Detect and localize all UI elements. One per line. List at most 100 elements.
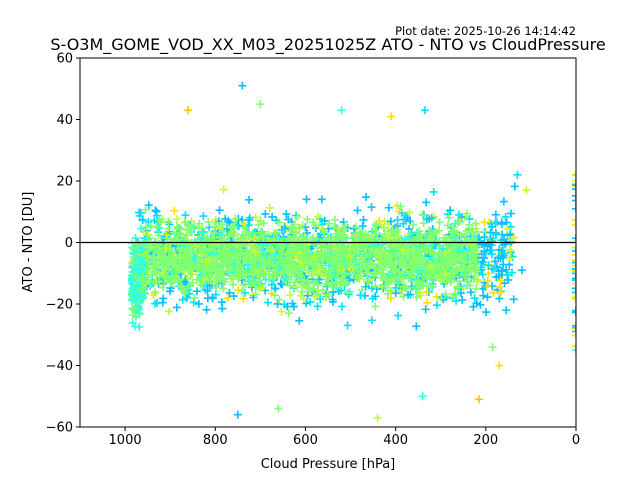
scatter-point	[165, 287, 174, 296]
scatter-point	[263, 258, 272, 267]
scatter-point	[331, 215, 340, 224]
scatter-point	[158, 283, 167, 292]
scatter-point	[389, 274, 398, 283]
scatter-point	[267, 280, 276, 289]
scatter-point	[184, 106, 193, 115]
scatter-point	[228, 222, 237, 231]
scatter-point	[421, 243, 430, 252]
scatter-point	[572, 331, 576, 340]
scatter-point	[292, 228, 301, 237]
scatter-point	[174, 266, 183, 275]
scatter-point	[176, 282, 185, 291]
scatter-point	[359, 252, 368, 261]
scatter-point	[263, 298, 272, 307]
scatter-point	[164, 257, 173, 266]
scatter-point	[406, 232, 415, 241]
scatter-point	[187, 228, 196, 237]
scatter-point	[219, 284, 228, 293]
scatter-point	[435, 236, 444, 245]
scatter-point	[450, 233, 459, 242]
y-tick-label: 20	[56, 175, 73, 190]
scatter-point	[208, 269, 217, 278]
scatter-point	[231, 250, 240, 259]
scatter-point	[453, 217, 462, 226]
scatter-point	[572, 279, 576, 288]
x-axis: 1000 800 600 400 200 0	[109, 427, 580, 448]
scatter-point	[423, 234, 432, 243]
scatter-point	[223, 266, 232, 275]
scatter-point	[506, 239, 515, 248]
scatter-point	[314, 280, 323, 289]
scatter-point	[480, 218, 489, 227]
scatter-point	[451, 290, 460, 299]
scatter-point	[444, 261, 453, 270]
scatter-point	[303, 277, 312, 286]
scatter-point	[151, 245, 160, 254]
scatter-point	[429, 249, 438, 258]
scatter-point	[495, 294, 504, 303]
scatter-point	[257, 268, 266, 277]
scatter-point	[386, 294, 395, 303]
scatter-point	[572, 185, 576, 194]
y-axis-label: ATO - NTO [DU]	[21, 192, 36, 293]
scatter-point	[292, 211, 301, 220]
scatter-point	[269, 270, 278, 279]
scatter-point	[177, 224, 186, 233]
scatter-point	[446, 277, 455, 286]
scatter-point	[380, 260, 389, 269]
scatter-point	[282, 258, 291, 267]
scatter-point	[171, 236, 180, 245]
scatter-point	[317, 195, 326, 204]
scatter-point	[470, 294, 479, 303]
scatter-point	[230, 229, 239, 238]
scatter-point	[479, 291, 488, 300]
scatter-point	[207, 249, 216, 258]
scatter-point	[324, 280, 333, 289]
scatter-point	[223, 294, 232, 303]
scatter-point	[435, 218, 444, 227]
scatter-point	[215, 206, 224, 215]
scatter-point	[356, 291, 365, 300]
scatter-point	[316, 240, 325, 249]
scatter-point	[489, 265, 498, 274]
y-axis: 60 40 20 0 −20 −40 −60	[46, 52, 80, 436]
scatter-point	[337, 265, 346, 274]
scatter-point	[439, 244, 448, 253]
scatter-point	[273, 299, 282, 308]
scatter-point	[150, 278, 159, 287]
scatter-point	[181, 211, 190, 220]
scatter-point	[340, 225, 349, 234]
scatter-point	[299, 260, 308, 269]
scatter-point	[395, 268, 404, 277]
scatter-point	[317, 261, 326, 270]
scatter-point	[462, 209, 471, 218]
scatter-point	[323, 250, 332, 259]
scatter-point	[196, 271, 205, 280]
scatter-point	[572, 266, 576, 275]
scatter-point	[434, 269, 443, 278]
scatter-point	[503, 224, 512, 233]
scatter-point	[141, 222, 150, 231]
scatter-point	[499, 260, 508, 269]
scatter-point	[455, 210, 464, 219]
scatter-point	[464, 267, 473, 276]
scatter-point	[469, 274, 478, 283]
scatter-point	[409, 283, 418, 292]
scatter-point	[352, 223, 361, 232]
scatter-point	[138, 273, 147, 282]
scatter-point	[363, 277, 372, 286]
scatter-point	[495, 361, 504, 370]
scatter-point	[361, 229, 370, 238]
scatter-point	[425, 226, 434, 235]
scatter-point	[353, 240, 362, 249]
scatter-point	[484, 261, 493, 270]
scatter-point	[271, 284, 280, 293]
scatter-point	[294, 264, 303, 273]
scatter-point	[161, 244, 170, 253]
scatter-point	[296, 233, 305, 242]
scatter-point	[497, 218, 506, 227]
scatter-point	[572, 204, 576, 213]
scatter-point	[497, 246, 506, 255]
scatter-point	[453, 282, 462, 291]
scatter-point	[472, 299, 481, 308]
